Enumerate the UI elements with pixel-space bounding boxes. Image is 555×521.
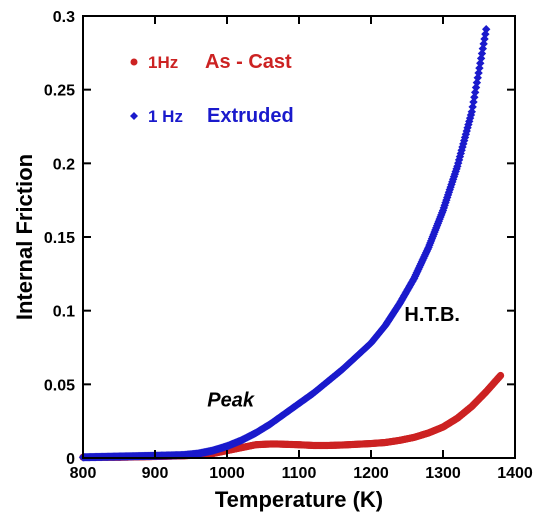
- y-tick-label: 0.1: [53, 304, 75, 321]
- legend-frequency-label: 1 Hz: [148, 107, 183, 126]
- annotation-peak: Peak: [207, 389, 255, 411]
- data-point: [497, 371, 505, 380]
- annotation-h-t-b: H.T.B.: [404, 304, 460, 326]
- y-tick-label: 0.15: [44, 230, 75, 247]
- y-tick-label: 0.2: [53, 156, 75, 173]
- legend-series-name: As - Cast: [205, 51, 292, 73]
- legend: 1Hz As - Cast 1 Hz Extruded: [130, 51, 294, 127]
- ticks-layer: 800 900 1000 1100 1200 1300 1400 0 0.05 0.1 0.15 0.…: [44, 9, 533, 482]
- data-point: [472, 78, 482, 87]
- x-tick-label: 1000: [209, 465, 245, 482]
- data-point: [481, 29, 490, 39]
- legend-series-name: Extruded: [207, 105, 294, 127]
- y-tick-label: 0.05: [44, 377, 75, 394]
- x-tick-label: 1300: [425, 465, 461, 482]
- data-point: [476, 54, 486, 63]
- x-tick-label: 1100: [282, 465, 317, 482]
- x-tick-label: 1400: [497, 465, 533, 482]
- y-tick-label: 0.25: [44, 83, 75, 100]
- x-tick-label: 900: [142, 465, 169, 482]
- data-point: [475, 63, 484, 73]
- legend-item: 1 Hz Extruded: [130, 105, 294, 127]
- data-point: [482, 25, 491, 34]
- y-tick-label: 0.3: [53, 9, 75, 26]
- legend-marker: [130, 58, 138, 66]
- x-tick-label: 1200: [353, 465, 389, 482]
- x-axis-title: Temperature (K): [215, 487, 383, 512]
- legend-marker: [130, 112, 138, 120]
- data-point: [473, 73, 482, 82]
- legend-item: 1Hz As - Cast: [130, 51, 292, 73]
- data-point: [467, 107, 476, 116]
- annotations: Peak H.T.B.: [207, 304, 460, 411]
- y-axis-title: Internal Friction: [12, 154, 37, 320]
- y-tick-label: 0: [66, 451, 75, 468]
- legend-frequency-label: 1Hz: [148, 53, 178, 72]
- series-extruded: [78, 25, 491, 462]
- x-tick-label: 800: [70, 465, 97, 482]
